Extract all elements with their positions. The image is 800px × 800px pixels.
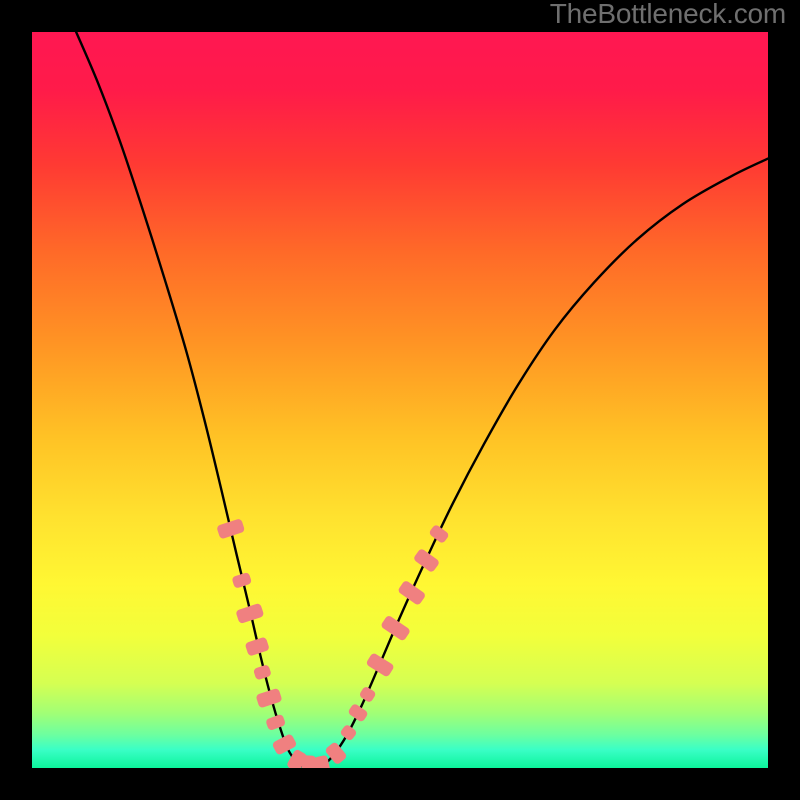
watermark-text: TheBottleneck.com [550,0,786,28]
stage: TheBottleneck.com [0,0,800,800]
plot-gradient-background [32,32,768,768]
bottleneck-chart [0,0,800,800]
